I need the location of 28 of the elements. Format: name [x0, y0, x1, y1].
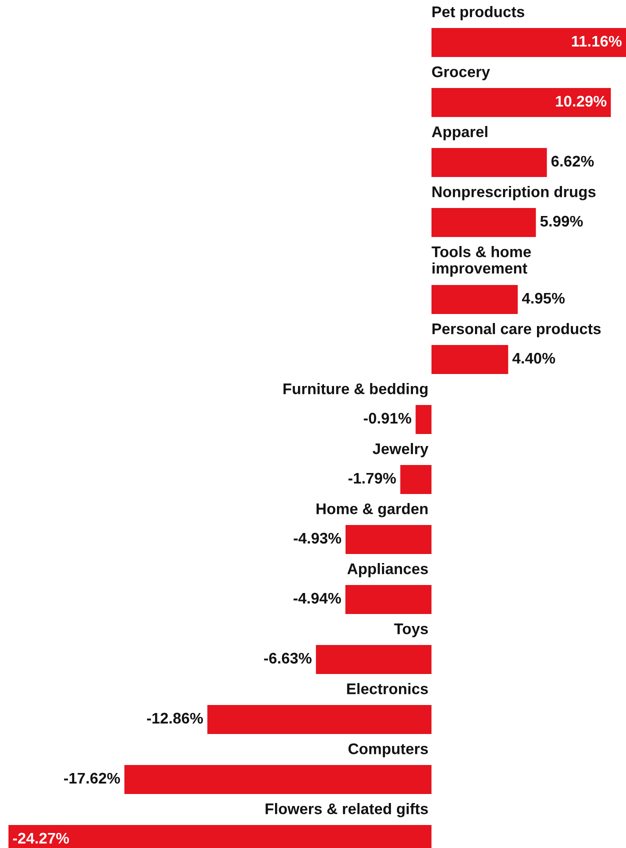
data-label: -0.91% — [364, 412, 412, 424]
data-label: 5.99% — [540, 216, 583, 227]
data-label: -4.93% — [294, 532, 342, 544]
data-label: 4.40% — [512, 352, 556, 364]
y-tick-label: Jewelry — [372, 443, 428, 458]
data-label: 6.62% — [551, 156, 594, 167]
y-tick-label: Pet products — [432, 6, 524, 20]
data-label: -12.86% — [147, 712, 203, 724]
data-label: -17.62% — [64, 772, 120, 784]
y-tick-label: Grocery — [432, 66, 490, 80]
data-label: -6.63% — [264, 652, 312, 664]
y-tick-label: Nonprescription drugs — [432, 186, 596, 200]
data-label: -24.27% — [13, 832, 69, 844]
y-tick-label: Apparel — [432, 126, 488, 140]
y-tick-label: Electronics — [347, 683, 428, 694]
y-tick-label: Toys — [394, 624, 428, 638]
y-tick-label: Personal care products — [432, 323, 601, 338]
data-label: 11.16% — [572, 36, 622, 47]
y-tick-label: Computers — [348, 743, 428, 758]
y-tick-label: Furniture & bedding — [284, 383, 428, 398]
y-tick-label: Flowers & related gifts — [266, 803, 428, 818]
y-tick-label: Home & garden — [316, 503, 428, 518]
y-tick-label: Appliances — [347, 563, 428, 578]
data-label: -1.79% — [348, 472, 396, 484]
data-label: 4.95% — [522, 292, 565, 304]
data-label: -4.94% — [294, 592, 341, 604]
y-tick-label: Tools & home improvement — [432, 246, 531, 277]
data-label: 10.29% — [556, 96, 606, 107]
